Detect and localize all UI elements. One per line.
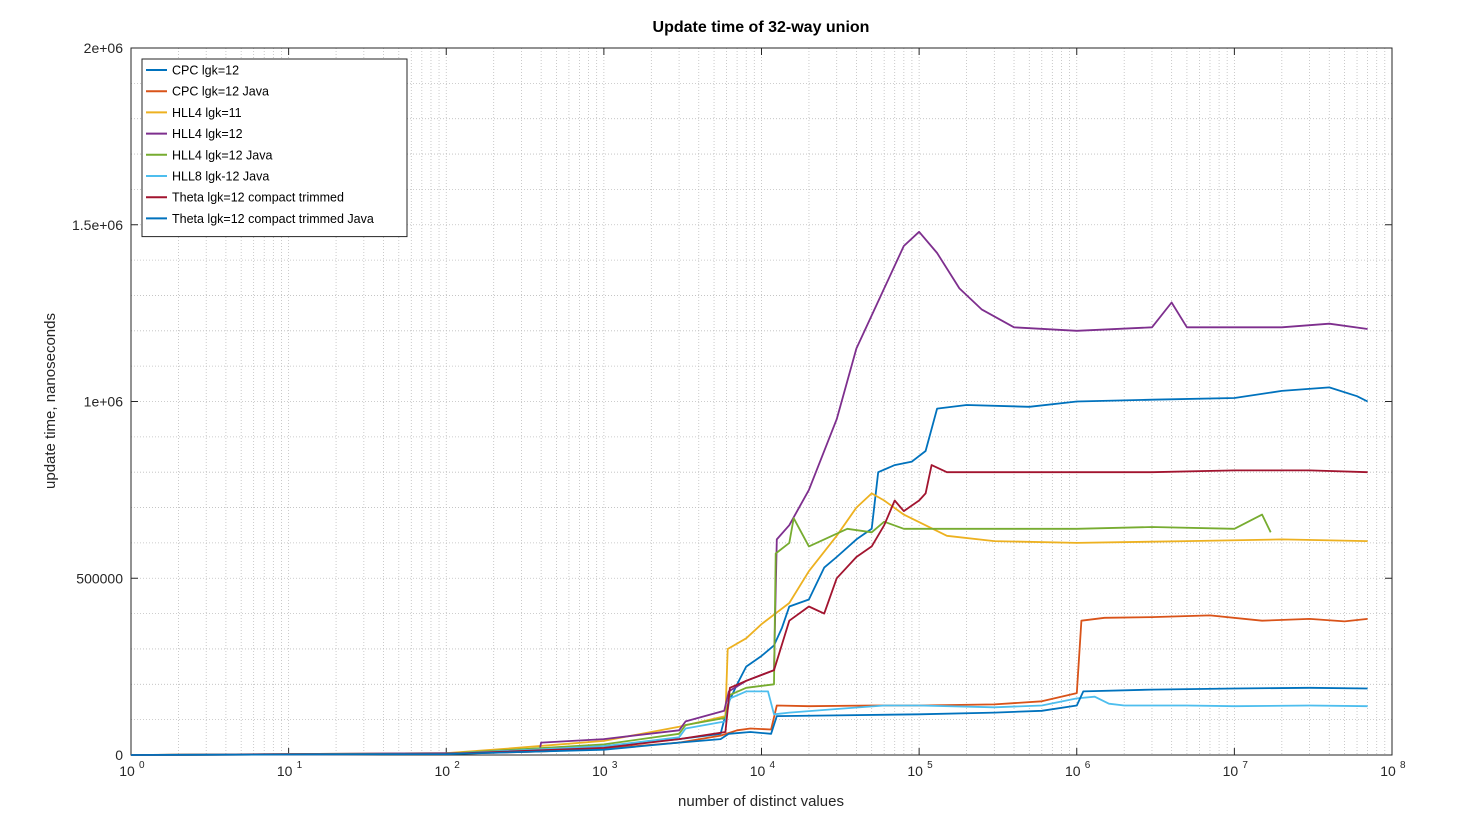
legend-entry: CPC lgk=12	[172, 64, 239, 78]
y-axis-label: update time, nanoseconds	[42, 313, 59, 489]
x-tick-label: 10	[1223, 763, 1239, 779]
x-tick-label: 10	[750, 763, 766, 779]
x-tick-label: 10	[1380, 763, 1396, 779]
x-tick-exponent: 4	[770, 760, 776, 771]
x-tick-exponent: 5	[927, 760, 933, 771]
legend-box	[141, 58, 408, 238]
y-tick-label: 0	[115, 747, 123, 763]
legend-entry: HLL4 lgk=12 Java	[172, 148, 272, 162]
chart-title: Update time of 32-way union	[653, 19, 870, 36]
x-tick-exponent: 1	[297, 760, 303, 771]
y-tick-label: 2e+06	[84, 40, 124, 56]
axis-ticks: 10 0 10 1 10 2 10 3 10 4 10 5 10 6 10 7 10 805000001e+061…	[72, 40, 1406, 779]
y-tick-label: 500000	[76, 570, 123, 586]
grid	[130, 48, 1393, 755]
x-tick-label: 10	[1065, 763, 1081, 779]
x-tick-label: 10	[119, 763, 135, 779]
y-tick-label: 1.5e+06	[72, 217, 123, 233]
x-tick-exponent: 2	[454, 760, 460, 771]
x-tick-label: 10	[434, 763, 450, 779]
legend-entry: HLL4 lgk=12	[172, 127, 243, 141]
x-tick-exponent: 8	[1400, 760, 1406, 771]
x-tick-exponent: 6	[1085, 760, 1091, 771]
series-line-3	[130, 230, 1368, 756]
legend-entry: HLL4 lgk=11	[172, 106, 242, 120]
y-tick-label: 1e+06	[84, 394, 124, 410]
legend-entry: Theta lgk=12 compact trimmed	[172, 191, 344, 205]
legend-entry: CPC lgk=12 Java	[172, 85, 269, 99]
series-line-6	[130, 464, 1368, 756]
series-lines	[130, 230, 1369, 756]
series-line-5	[130, 690, 1368, 756]
x-tick-exponent: 0	[139, 760, 145, 771]
x-axis-label: number of distinct values	[678, 793, 844, 810]
legend-entry: HLL8 lgk-12 Java	[172, 170, 269, 184]
series-line-4	[130, 513, 1272, 756]
series-line-7	[130, 686, 1368, 756]
series-line-2	[130, 492, 1368, 756]
legend-entry: Theta lgk=12 compact trimmed Java	[172, 212, 374, 226]
legend: CPC lgk=12 CPC lgk=12 Java HLL4 lgk=11 HLL4…	[141, 58, 408, 238]
x-tick-exponent: 3	[612, 760, 618, 771]
x-tick-exponent: 7	[1242, 760, 1248, 771]
series-line-0	[130, 386, 1369, 756]
x-tick-label: 10	[592, 763, 608, 779]
x-tick-label: 10	[907, 763, 923, 779]
x-tick-label: 10	[277, 763, 293, 779]
